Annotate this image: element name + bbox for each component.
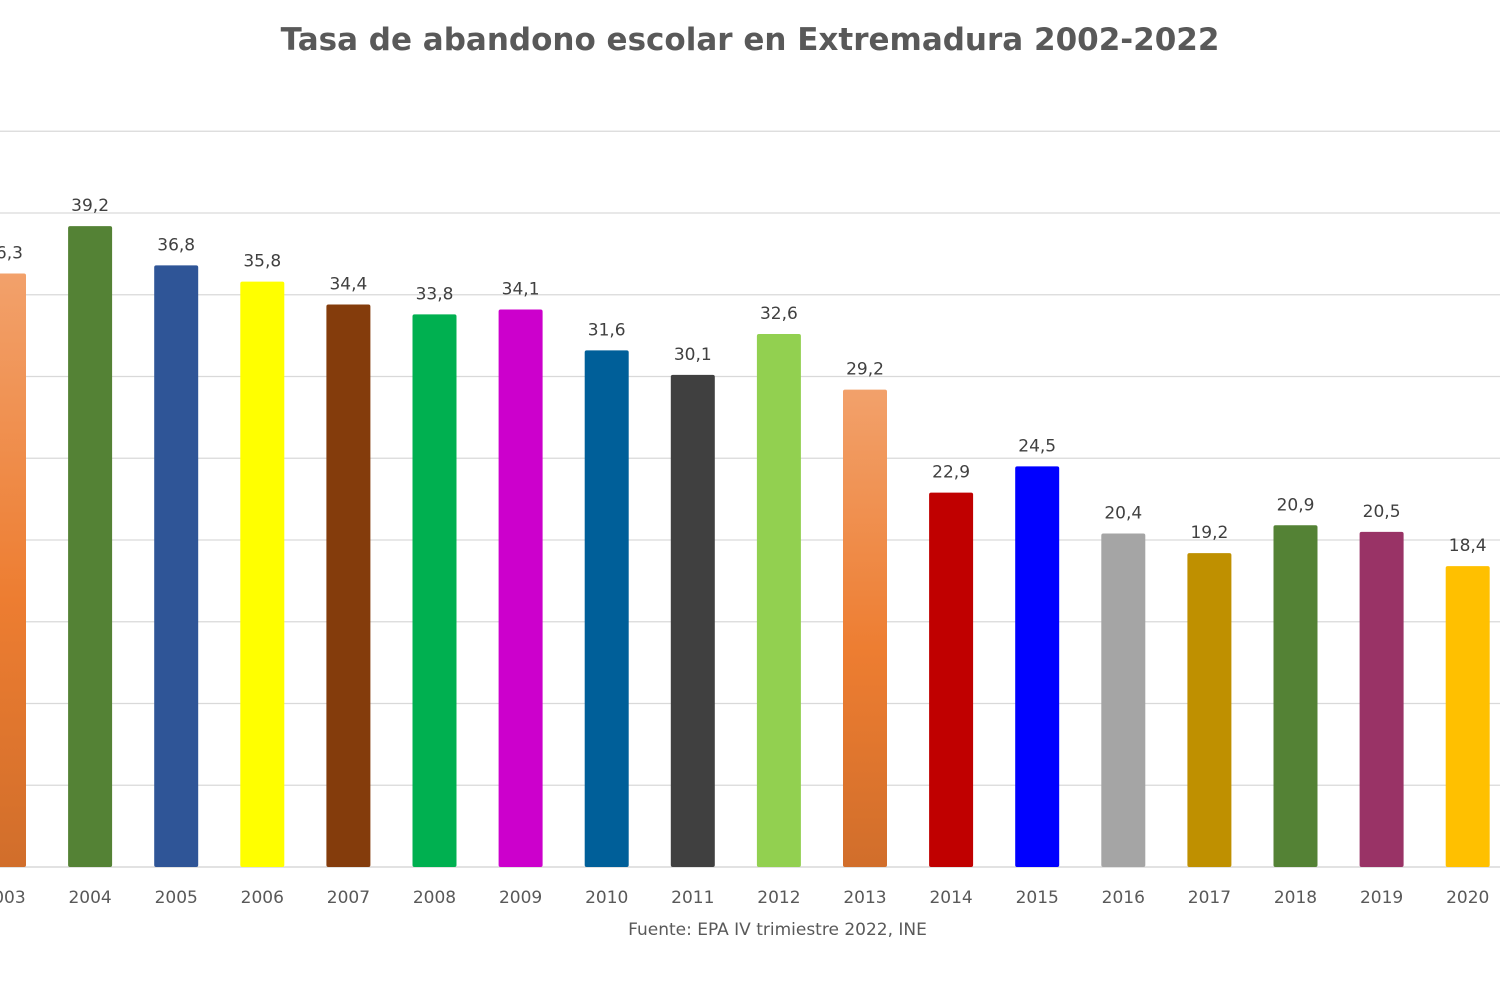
x-tick-labels: 2003 2004 2005 2006 2007 2008 2009 2010 2011 2012… [0,888,1489,908]
bar-2012 [756,333,801,867]
data-label-2018: 20,9 [1277,495,1315,515]
data-label-2003: 36,3 [0,244,23,264]
chart-source: Fuente: EPA IV trimiestre 2022, INE [628,920,927,940]
bar-2016 [1101,533,1146,867]
x-tick-2006: 2006 [241,888,284,908]
x-tick-2020: 2020 [1446,888,1489,908]
bar-2007 [326,304,371,867]
data-label-2009: 34,1 [502,279,540,299]
data-label-2016: 20,4 [1104,503,1142,523]
data-label-2010: 31,6 [588,320,626,340]
bar-2013 [843,389,887,867]
bar-2019 [1359,531,1404,867]
bar-2011 [670,374,715,867]
bar-2009 [498,309,543,868]
bars [0,226,1490,868]
x-tick-2017: 2017 [1188,888,1231,908]
bar-2005 [154,265,199,867]
x-tick-2015: 2015 [1016,888,1059,908]
bar-2018 [1273,525,1318,867]
x-tick-2016: 2016 [1102,888,1145,908]
x-tick-2013: 2013 [843,888,886,908]
bar-2003 [0,273,26,867]
x-tick-2012: 2012 [757,888,800,908]
x-tick-2007: 2007 [327,888,370,908]
x-tick-2004: 2004 [68,888,111,908]
data-label-2006: 35,8 [243,252,281,272]
x-tick-2019: 2019 [1360,888,1403,908]
data-label-2017: 19,2 [1190,523,1228,543]
bar-2008 [412,314,457,867]
x-tick-2014: 2014 [929,888,972,908]
data-label-2014: 22,9 [932,463,970,483]
x-tick-2005: 2005 [155,888,198,908]
data-labels: 36,3 39,2 36,8 35,8 34,4 33,8 34,1 31,6 30,1 32,6… [0,196,1487,556]
data-label-2005: 36,8 [157,235,195,255]
bar-2017 [1187,553,1232,867]
x-tick-2011: 2011 [671,888,714,908]
x-tick-2010: 2010 [585,888,628,908]
data-label-2013: 29,2 [846,360,884,380]
data-label-2004: 39,2 [71,196,109,216]
data-label-2011: 30,1 [674,345,712,365]
data-label-2019: 20,5 [1363,502,1401,522]
data-label-2012: 32,6 [760,304,798,324]
chart-title: Tasa de abandono escolar en Extremadura … [280,22,1220,58]
data-label-2008: 33,8 [416,284,454,304]
bar-2004 [68,226,113,867]
x-tick-2009: 2009 [499,888,542,908]
x-tick-2008: 2008 [413,888,456,908]
bar-2015 [1015,466,1060,867]
data-label-2015: 24,5 [1018,436,1056,456]
bar-2020 [1445,566,1490,867]
x-tick-2003: 2003 [0,888,26,908]
data-label-2020: 18,4 [1449,536,1487,556]
bar-2014 [929,492,974,867]
bar-2010 [584,350,629,868]
bar-2006 [240,281,285,867]
x-tick-2018: 2018 [1274,888,1317,908]
data-label-2007: 34,4 [329,275,367,295]
